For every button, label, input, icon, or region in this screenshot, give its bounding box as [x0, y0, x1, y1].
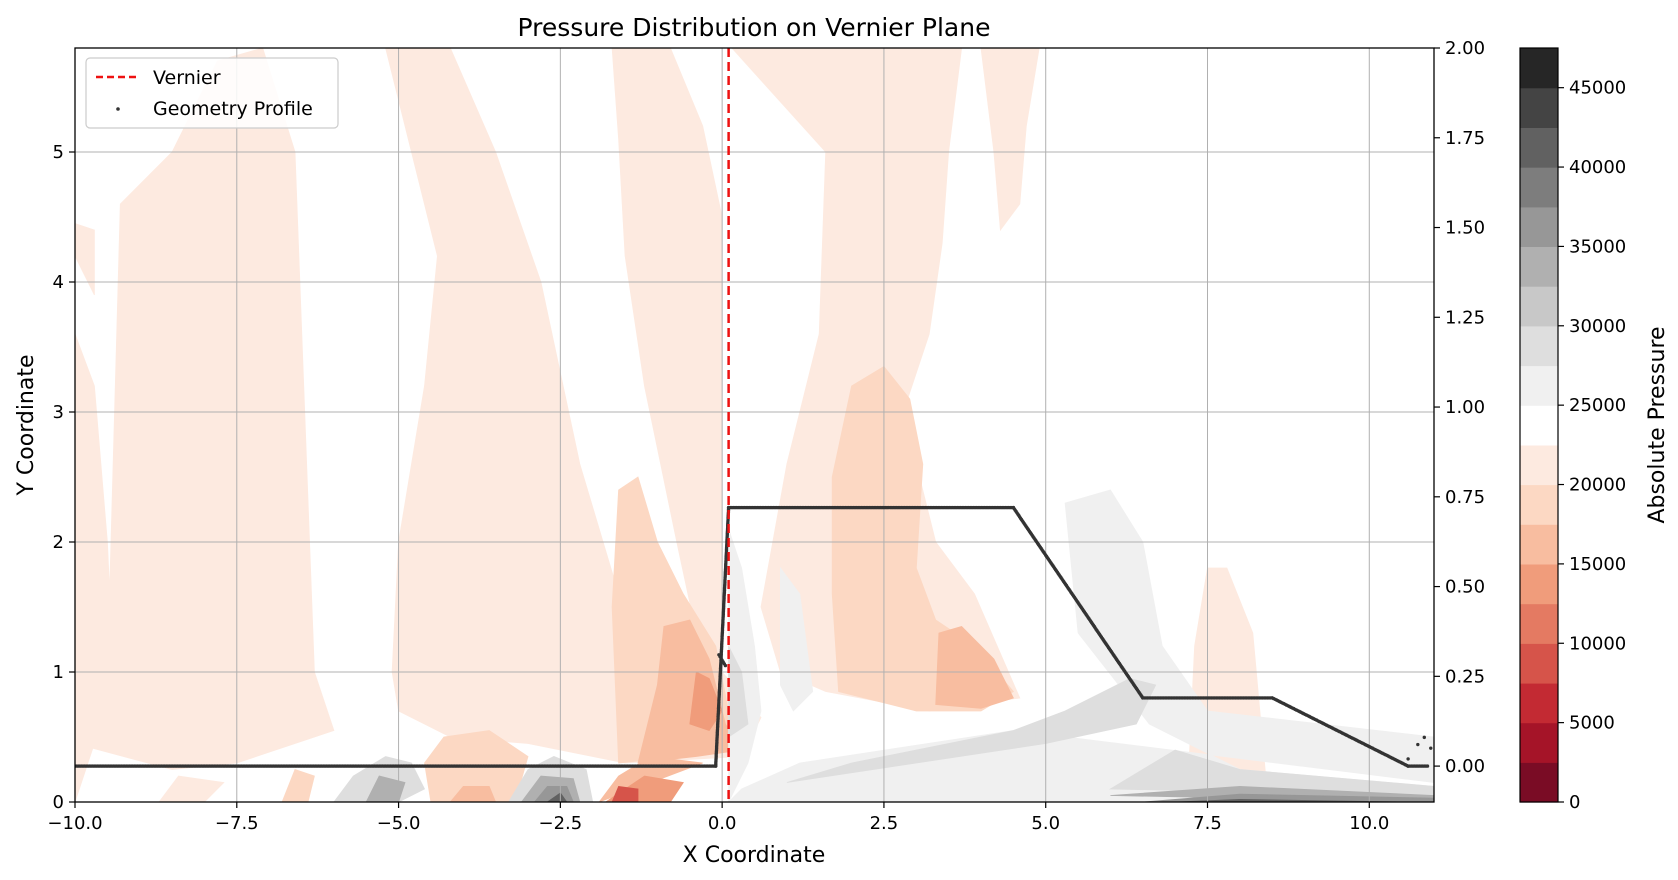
- colorbar-tick-label-0: 0: [1569, 792, 1580, 813]
- colorbar-level-4: [1520, 603, 1558, 644]
- colorbar-level-2: [1520, 682, 1558, 724]
- colorbar-ticks: 0 5000 10000 15000 20000 25000 30000 35000 40000…: [1558, 78, 1626, 813]
- x-tick-label-6: 5.0: [1031, 813, 1060, 834]
- plot-frame: [74, 47, 1435, 803]
- legend: Vernier Geometry Profile: [85, 57, 339, 129]
- colorbar: 0 5000 10000 15000 20000 25000 30000 35000 40000…: [1519, 47, 1670, 813]
- colorbar-level-9: [1520, 405, 1558, 446]
- y-axis-label: Y Coordinate: [14, 354, 39, 496]
- y2-tick-label-1: 0.25: [1445, 666, 1485, 687]
- colorbar-level-15: [1520, 167, 1558, 208]
- y2-tick-label-8: 2.00: [1445, 38, 1485, 59]
- colorbar-level-11: [1520, 325, 1558, 367]
- y2-tick-label-3: 0.75: [1445, 487, 1485, 508]
- x-tick-label-7: 7.5: [1193, 813, 1222, 834]
- colorbar-label: Absolute Pressure: [1645, 326, 1670, 523]
- pressure-region-10: [831, 365, 1015, 712]
- colorbar-level-18: [1520, 48, 1558, 89]
- colorbar-level-8: [1520, 444, 1558, 486]
- geometry-stub-point-6: [723, 663, 728, 668]
- y-tick-label-4: 4: [53, 272, 64, 293]
- geometry-tail-point-0: [1406, 757, 1410, 761]
- geometry-profile: [75, 505, 1433, 768]
- geometry-point-1078: [1425, 764, 1430, 768]
- x-axis-label: X Coordinate: [683, 843, 826, 868]
- y2-tick-label-7: 1.75: [1445, 128, 1485, 149]
- x-tick-label-1: −7.5: [215, 813, 259, 834]
- pressure-region-21: [780, 566, 814, 712]
- colorbar-level-16: [1520, 127, 1558, 168]
- colorbar-tick-label-8: 40000: [1569, 157, 1626, 178]
- y-tick-label-0: 0: [53, 792, 64, 813]
- x-tick-label-0: −10.0: [47, 813, 102, 834]
- y-tick-label-3: 3: [53, 402, 64, 423]
- colorbar-tick-label-7: 35000: [1569, 236, 1626, 257]
- colorbar-tick-label-5: 25000: [1569, 395, 1626, 416]
- colorbar-level-0: [1520, 762, 1558, 803]
- legend-geometry-label: Geometry Profile: [153, 98, 313, 120]
- x-tick-label-5: 2.5: [870, 813, 899, 834]
- y2-tick-label-0: 0.00: [1445, 756, 1485, 777]
- colorbar-levels: [1520, 48, 1558, 803]
- pressure-region-7: [158, 775, 225, 802]
- colorbar-level-10: [1520, 365, 1558, 406]
- y2-tick-label-2: 0.50: [1445, 577, 1485, 598]
- colorbar-tick-label-2: 10000: [1569, 633, 1626, 654]
- colorbar-level-12: [1520, 286, 1558, 327]
- pressure-region-14: [449, 786, 497, 802]
- pressure-region-12: [935, 626, 1014, 709]
- pressure-region-16: [689, 671, 723, 731]
- colorbar-tick-label-1: 5000: [1569, 713, 1615, 734]
- y2-tick-label-4: 1.00: [1445, 397, 1485, 418]
- pressure-region-3: [385, 48, 762, 764]
- y2-tick-label-6: 1.50: [1445, 218, 1485, 239]
- geometry-tail-point-3: [1429, 746, 1433, 750]
- chart-title: Pressure Distribution on Vernier Plane: [518, 13, 991, 42]
- colorbar-level-6: [1520, 524, 1558, 565]
- colorbar-tick-label-6: 30000: [1569, 316, 1626, 337]
- colorbar-frame: [1519, 47, 1559, 803]
- pressure-region-32: [546, 792, 568, 802]
- colorbar-level-5: [1520, 563, 1558, 605]
- legend-geometry-swatch: [116, 107, 120, 111]
- legend-box: [85, 57, 339, 129]
- geometry-tail-point-2: [1422, 735, 1426, 740]
- legend-vernier-label: Vernier: [153, 67, 221, 89]
- pressure-region-13: [637, 619, 743, 764]
- colorbar-level-3: [1520, 643, 1558, 684]
- x-tick-label-8: 10.0: [1349, 813, 1389, 834]
- geometry-tail-point-1: [1416, 742, 1420, 747]
- plot-area: [74, 47, 1435, 803]
- secondary-y-axis: 0.00 0.25 0.50 0.75 1.00 1.25 1.50 1.75 2.00: [1434, 38, 1485, 777]
- colorbar-tick-label-9: 45000: [1569, 78, 1626, 99]
- colorbar-tick-label-4: 20000: [1569, 475, 1626, 496]
- colorbar-level-13: [1520, 246, 1558, 287]
- y-axis: 0 1 2 3 4 5: [53, 142, 75, 813]
- pressure-contours: [75, 48, 1434, 802]
- pressure-region-28: [365, 775, 406, 802]
- colorbar-level-1: [1520, 722, 1558, 763]
- pressure-region-18: [611, 785, 639, 802]
- colorbar-level-14: [1520, 206, 1558, 247]
- grid-lines: [74, 48, 1434, 803]
- x-axis: −10.0 −7.5 −5.0 −2.5 0.0 2.5 5.0 7.5 10.0: [47, 802, 1389, 834]
- pressure-region-8: [281, 769, 315, 802]
- colorbar-level-17: [1520, 87, 1558, 128]
- x-tick-label-3: −2.5: [538, 813, 582, 834]
- y2-tick-label-5: 1.25: [1445, 307, 1485, 328]
- x-tick-label-2: −5.0: [377, 813, 421, 834]
- y-tick-label-2: 2: [53, 532, 64, 553]
- x-tick-label-4: 0.0: [708, 813, 737, 834]
- colorbar-level-7: [1520, 484, 1558, 525]
- y-tick-label-1: 1: [53, 662, 64, 683]
- colorbar-tick-label-3: 15000: [1569, 554, 1626, 575]
- y-tick-label-5: 5: [53, 142, 64, 163]
